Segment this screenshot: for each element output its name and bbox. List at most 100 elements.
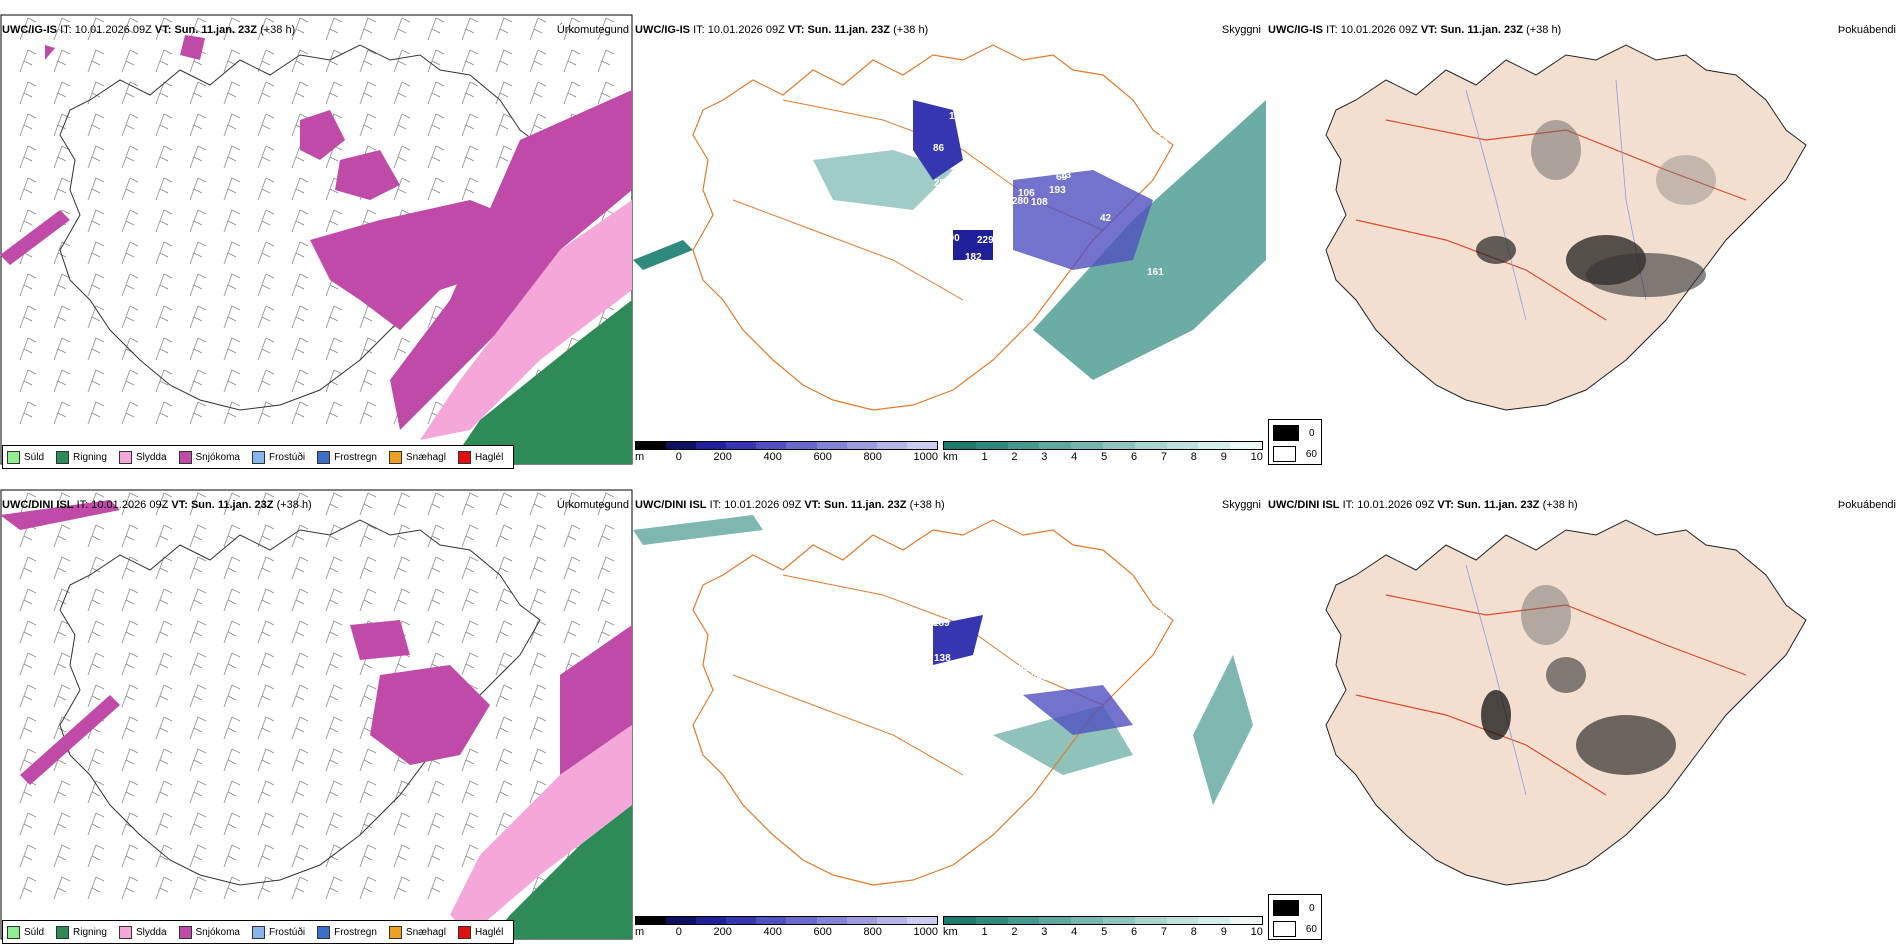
wind-barb	[563, 81, 581, 105]
wind-barb	[291, 49, 309, 73]
wind-barb	[461, 588, 479, 612]
wind-barb	[529, 684, 547, 708]
wind-barb	[223, 273, 241, 297]
legend-item: Snæhagl	[388, 450, 446, 464]
cloud-base-label: 263	[1045, 633, 1062, 644]
legend-item: Frostregn	[317, 925, 377, 939]
wind-barb	[223, 401, 241, 425]
wind-barb	[291, 652, 309, 676]
panel-header: UWC/DINI ISL IT: 10.01.2026 09Z VT: Sun.…	[2, 499, 312, 511]
wind-barb	[257, 209, 275, 233]
colorbar-cell	[1166, 442, 1199, 449]
wind-barb	[189, 401, 207, 425]
cloud-base-label: 175	[994, 637, 1011, 648]
wind-barb	[87, 588, 105, 612]
wind-barb	[19, 844, 37, 868]
panel-header: UWC/DINI ISL IT: 10.01.2026 09Z VT: Sun.…	[635, 499, 945, 511]
cloud-base-label: 277	[924, 259, 941, 270]
wind-barb	[461, 812, 479, 836]
wind-barb	[325, 716, 343, 740]
colorbar-cell	[696, 917, 727, 924]
colorbar-cell	[1134, 917, 1167, 924]
wind-barb	[223, 369, 241, 393]
wind-barb	[461, 844, 479, 868]
wind-barb	[495, 748, 513, 772]
colorbar-cell	[1039, 442, 1072, 449]
wind-barb	[53, 812, 71, 836]
cloud-base-label: 220	[1151, 609, 1168, 620]
wind-barb	[291, 401, 309, 425]
cloud-base-label: 197	[943, 708, 960, 719]
cloud-base-label: 138	[934, 653, 951, 664]
wind-barb	[19, 876, 37, 900]
wind-barb	[121, 556, 139, 580]
wind-barb	[359, 337, 377, 361]
fog-map	[1325, 44, 1807, 411]
wind-barb	[87, 524, 105, 548]
fog-legend: 0 60	[1268, 419, 1322, 465]
wind-barb	[121, 492, 139, 516]
wind-barb	[87, 844, 105, 868]
wind-barb	[53, 17, 71, 41]
cloud-base-label: 106	[1018, 188, 1035, 199]
wind-barb	[87, 145, 105, 169]
wind-barb	[155, 620, 173, 644]
wind-barb	[19, 652, 37, 676]
cloud-base-label: 285	[934, 178, 951, 189]
wind-barb	[495, 524, 513, 548]
wind-barb	[427, 844, 445, 868]
wind-barb	[325, 780, 343, 804]
wind-barb	[223, 844, 241, 868]
wind-barb	[87, 652, 105, 676]
colorbar-cell	[846, 917, 877, 924]
wind-barb	[189, 337, 207, 361]
cloud-base-colorbar: m 0 200 400 600 800 1000	[635, 441, 938, 467]
model-name: UWC/IG-IS	[2, 24, 57, 36]
wind-barb	[189, 241, 207, 265]
colorbar-cell	[756, 442, 787, 449]
wind-barb	[155, 748, 173, 772]
wind-barb	[529, 492, 547, 516]
colorbar-cell	[1230, 442, 1262, 449]
cloud-base-label: 186	[1049, 660, 1066, 671]
panel-title: Þokuábendi	[1837, 24, 1896, 36]
wind-barb	[87, 241, 105, 265]
wind-barb	[155, 492, 173, 516]
wind-barb	[393, 780, 411, 804]
wind-barb	[53, 780, 71, 804]
wind-barb	[257, 492, 275, 516]
wind-barb	[291, 305, 309, 329]
cloud-base-label: 69	[1056, 172, 1068, 183]
wind-barb	[189, 588, 207, 612]
fog-map	[1325, 519, 1807, 886]
wind-barb	[461, 492, 479, 516]
wind-barb	[19, 492, 37, 516]
wind-barb	[121, 652, 139, 676]
colorbar-cell	[726, 442, 757, 449]
wind-barb	[87, 177, 105, 201]
wind-barb	[223, 684, 241, 708]
wind-barb	[291, 273, 309, 297]
colorbar-cell	[1071, 917, 1103, 924]
cloud-base-label: 351	[1019, 142, 1036, 153]
legend-item: Snæhagl	[388, 925, 446, 939]
wind-barb	[359, 524, 377, 548]
wind-barb	[87, 556, 105, 580]
colorbar-cell	[1007, 442, 1040, 449]
wind-barb	[257, 652, 275, 676]
legend-item: Frostregn	[317, 450, 377, 464]
wind-barb	[291, 492, 309, 516]
cloud-base-label: 94	[1033, 142, 1045, 153]
wind-barb	[257, 369, 275, 393]
wind-barb	[189, 748, 207, 772]
wind-barb	[461, 620, 479, 644]
wind-barb	[393, 145, 411, 169]
wind-barb	[155, 684, 173, 708]
wind-barb	[393, 556, 411, 580]
wind-barb	[121, 748, 139, 772]
panel-title: Þokuábendi	[1837, 499, 1896, 511]
wind-barb	[393, 49, 411, 73]
legend-item: Haglél	[457, 450, 503, 464]
panel-title: Skyggni	[1221, 499, 1261, 511]
wind-barb	[19, 716, 37, 740]
